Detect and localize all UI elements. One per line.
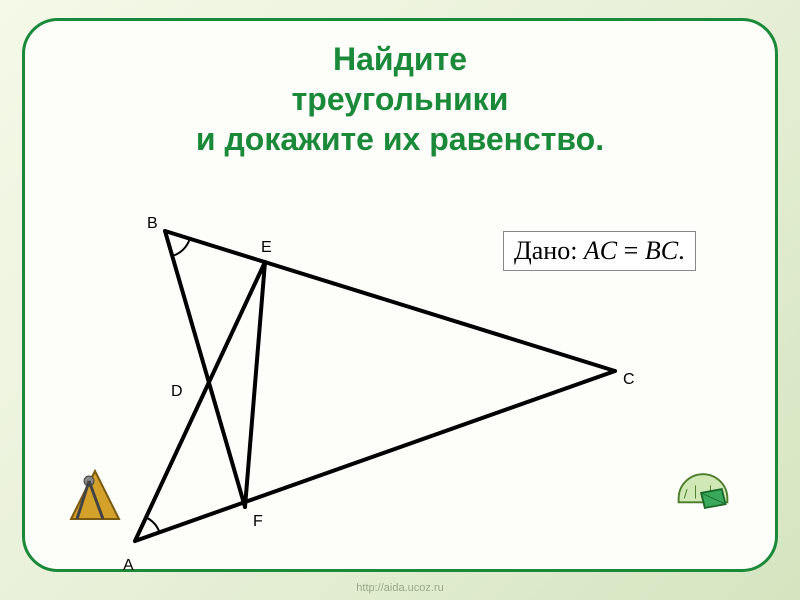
segment-BC xyxy=(165,231,615,371)
point-label-C: C xyxy=(623,371,635,389)
point-label-A: A xyxy=(123,557,134,575)
triangle-diagram xyxy=(75,211,695,571)
segment-BF xyxy=(165,231,245,507)
diagram-area: ABCDEF xyxy=(75,211,725,529)
slide-title: Найдите треугольники и докажите их равен… xyxy=(25,21,775,159)
title-line-2: треугольники xyxy=(25,79,775,119)
compass-triangle-icon xyxy=(63,463,127,527)
angle-mark-B xyxy=(172,239,190,256)
title-line-3: и докажите их равенство. xyxy=(25,119,775,159)
protractor-cube-icon xyxy=(673,461,733,521)
slide-frame: Найдите треугольники и докажите их равен… xyxy=(22,18,778,572)
angle-mark-A xyxy=(146,517,160,532)
title-line-1: Найдите xyxy=(25,39,775,79)
point-label-E: E xyxy=(261,239,272,257)
point-label-B: B xyxy=(147,215,158,233)
segment-AC xyxy=(135,371,615,541)
point-label-F: F xyxy=(253,513,263,531)
footer-url: http://aida.ucoz.ru xyxy=(0,582,800,594)
point-label-D: D xyxy=(171,383,183,401)
